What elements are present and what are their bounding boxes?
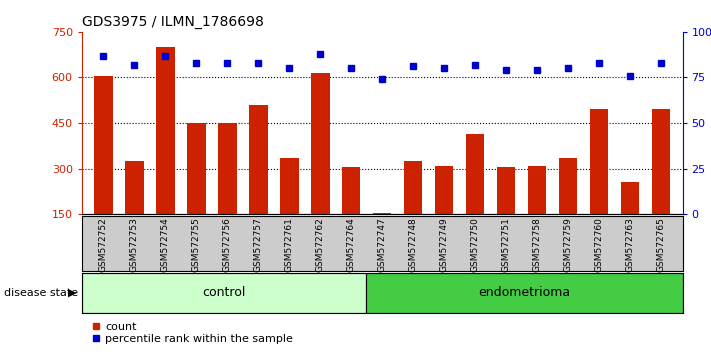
Text: GSM572760: GSM572760 [594, 218, 604, 273]
Bar [156, 47, 175, 260]
Bar [82, 273, 366, 313]
Bar [280, 158, 299, 260]
Text: GSM572749: GSM572749 [439, 218, 449, 272]
Text: GSM572756: GSM572756 [223, 218, 232, 273]
Bar [651, 109, 670, 260]
Bar [589, 109, 608, 260]
Bar [404, 161, 422, 260]
Bar [311, 73, 329, 260]
Bar [187, 123, 205, 260]
Text: disease state: disease state [4, 288, 77, 298]
Bar [466, 134, 484, 260]
Text: GSM572764: GSM572764 [347, 218, 356, 272]
Text: endometrioma: endometrioma [479, 286, 570, 299]
Text: GDS3975 / ILMN_1786698: GDS3975 / ILMN_1786698 [82, 16, 264, 29]
Text: GSM572755: GSM572755 [192, 218, 201, 273]
Text: GSM572757: GSM572757 [254, 218, 263, 273]
Legend: count, percentile rank within the sample: count, percentile rank within the sample [87, 317, 297, 348]
Bar [249, 105, 267, 260]
Text: GSM572758: GSM572758 [533, 218, 542, 273]
Text: GSM572759: GSM572759 [564, 218, 572, 273]
Text: ▶: ▶ [68, 288, 76, 298]
Text: GSM572763: GSM572763 [626, 218, 634, 273]
Bar [366, 273, 683, 313]
Text: GSM572762: GSM572762 [316, 218, 325, 272]
Text: GSM572750: GSM572750 [471, 218, 479, 273]
Bar [435, 166, 454, 260]
Bar [373, 213, 392, 260]
Bar [621, 182, 639, 260]
Text: control: control [203, 286, 246, 299]
Text: GSM572747: GSM572747 [378, 218, 387, 272]
Bar [342, 167, 360, 260]
Bar [497, 167, 515, 260]
Text: GSM572748: GSM572748 [409, 218, 417, 272]
Text: GSM572761: GSM572761 [285, 218, 294, 273]
Text: GSM572751: GSM572751 [501, 218, 510, 273]
Bar [125, 161, 144, 260]
Bar [559, 158, 577, 260]
Bar [528, 166, 546, 260]
Text: GSM572754: GSM572754 [161, 218, 170, 272]
Bar [218, 123, 237, 260]
Text: GSM572752: GSM572752 [99, 218, 108, 272]
Bar [94, 76, 113, 260]
Text: GSM572753: GSM572753 [130, 218, 139, 273]
Text: GSM572765: GSM572765 [656, 218, 665, 273]
